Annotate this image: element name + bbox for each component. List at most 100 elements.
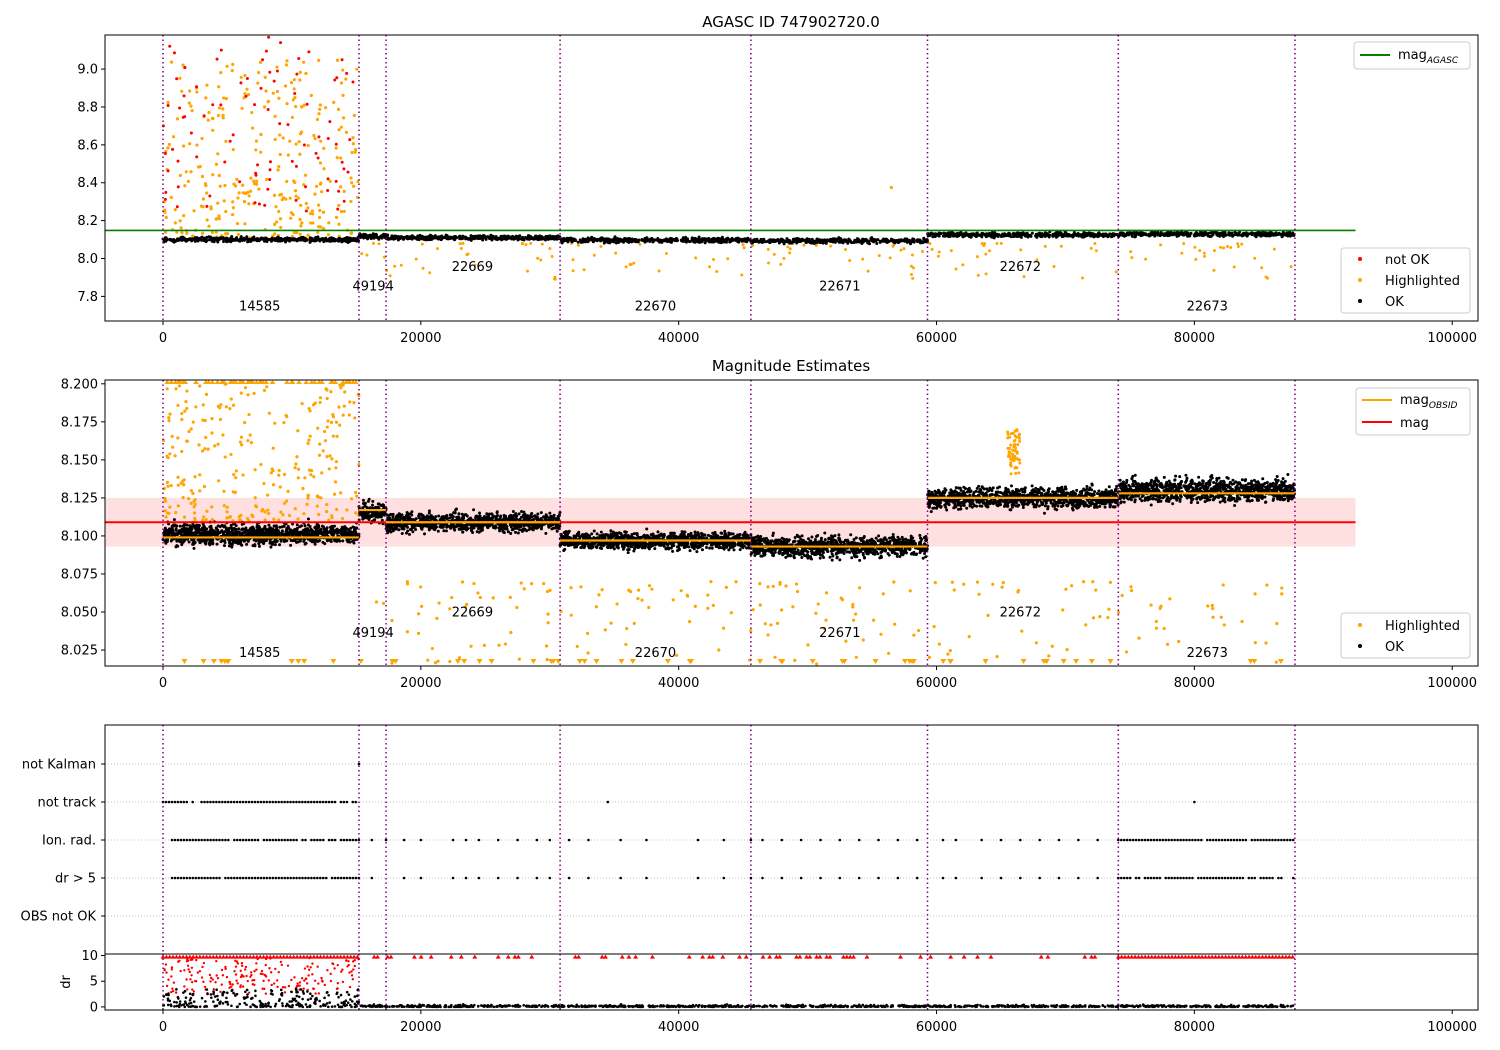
ok-point (614, 241, 618, 245)
highlighted-point (933, 580, 937, 585)
highlighted-point (278, 485, 282, 489)
ok-point (1074, 233, 1078, 237)
highlighted-point (235, 221, 240, 226)
ok-point (213, 238, 217, 242)
highlighted-point (1154, 626, 1159, 630)
highlighted-point (815, 662, 819, 666)
ok-point (791, 237, 795, 241)
highlighted-point (317, 58, 321, 62)
not-ok-point (183, 66, 187, 70)
ok-point (746, 238, 750, 242)
highlighted-point (196, 165, 201, 169)
ok-point (251, 544, 255, 548)
ok-point (280, 530, 284, 534)
highlighted-point (763, 622, 767, 626)
highlighted-point (1047, 654, 1051, 658)
highlighted-point (200, 231, 205, 235)
highlighted-point (1162, 626, 1166, 631)
legend-marker-highlighted (1358, 278, 1362, 282)
highlighted-point (946, 652, 950, 656)
ok-point (263, 239, 267, 243)
highlighted-point (209, 205, 213, 209)
ok-point (215, 542, 219, 546)
ok-point (257, 542, 261, 546)
ok-point (363, 504, 367, 508)
highlighted-point (240, 106, 244, 110)
ok-point (730, 236, 734, 240)
highlighted-point (164, 515, 168, 519)
not-ok-point (334, 142, 338, 146)
highlighted-point (609, 621, 613, 625)
highlighted-point (1149, 603, 1153, 607)
ok-point (789, 241, 793, 245)
highlighted-point (218, 417, 223, 422)
highlighted-point (180, 411, 184, 416)
ok-point (739, 237, 743, 241)
highlighted-point (1280, 592, 1284, 596)
highlighted-point (252, 182, 257, 186)
ok-point (551, 235, 555, 239)
ok-point (247, 529, 251, 533)
highlighted-point (1194, 257, 1198, 261)
ok-point (421, 235, 425, 239)
ok-point (219, 236, 223, 240)
ok-point (333, 237, 337, 241)
ok-point (641, 238, 645, 242)
ok-point (308, 240, 312, 244)
ok-point (470, 236, 474, 240)
ok-point (867, 239, 871, 243)
not-ok-point (223, 160, 227, 164)
not-ok-point (317, 135, 321, 139)
highlighted-point (335, 58, 340, 62)
highlighted-point (329, 420, 334, 424)
highlighted-point (339, 185, 343, 189)
ok-point (446, 235, 450, 239)
ok-point (541, 237, 545, 241)
ok-point (763, 240, 767, 244)
highlighted-point (244, 191, 248, 196)
highlighted-point (1210, 603, 1214, 608)
not-ok-point (189, 131, 193, 135)
highlighted-point (1158, 606, 1162, 610)
ok-point (196, 529, 200, 533)
highlighted-point (312, 133, 316, 138)
highlighted-point (319, 139, 323, 143)
highlighted-down-arrow (488, 659, 495, 664)
highlighted-point (303, 476, 307, 480)
ok-point (305, 529, 309, 533)
highlighted-point (317, 112, 321, 116)
highlighted-point (327, 467, 331, 471)
highlighted-point (216, 201, 220, 205)
highlighted-point (166, 484, 170, 488)
panel-mag-estimates: Magnitude Estimates 14585491942266922670… (61, 357, 1479, 691)
ok-point (195, 524, 199, 528)
ok-point (1046, 233, 1050, 237)
ok-point (1024, 232, 1028, 236)
not-ok-point (219, 103, 223, 107)
highlighted-point (292, 179, 296, 183)
highlighted-point (553, 275, 557, 279)
highlighted-point (624, 642, 628, 647)
highlighted-point (309, 93, 313, 98)
highlighted-point (169, 195, 173, 200)
highlighted-point (211, 128, 215, 132)
highlighted-point (726, 257, 730, 261)
ok-point (933, 233, 937, 237)
ok-point (785, 238, 789, 242)
highlighted-point (550, 254, 554, 258)
highlighted-point (749, 629, 753, 633)
not-ok-point (336, 207, 340, 211)
highlighted-point (218, 184, 222, 188)
highlighted-point (308, 409, 312, 413)
ok-point (209, 524, 213, 528)
highlighted-point (1253, 256, 1257, 260)
highlighted-point (548, 588, 552, 592)
highlighted-point (277, 473, 281, 477)
ok-point (1181, 231, 1185, 235)
highlighted-point (221, 433, 225, 437)
highlighted-point (180, 449, 184, 454)
highlighted-point (1232, 265, 1236, 269)
ok-point (245, 235, 249, 239)
highlighted-point (816, 602, 820, 606)
not-ok-point (302, 143, 306, 147)
